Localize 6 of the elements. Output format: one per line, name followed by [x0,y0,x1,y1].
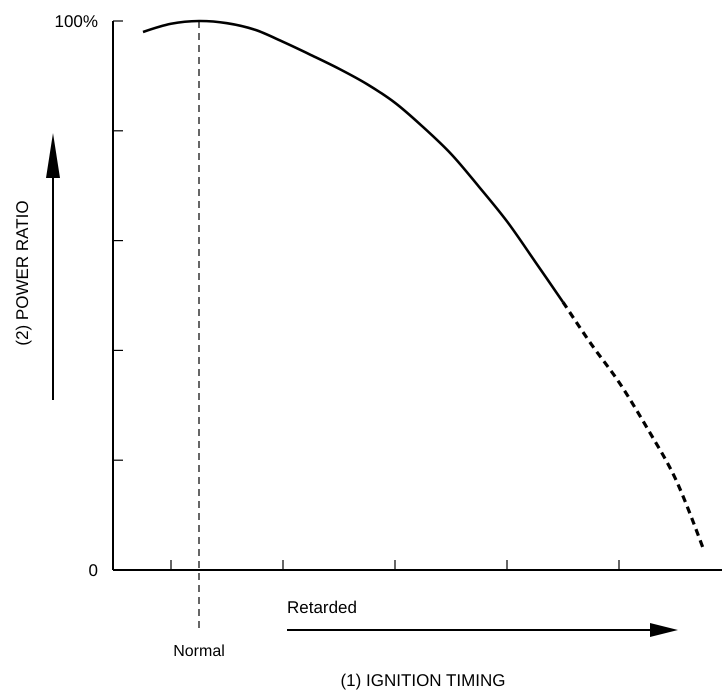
y-axis-title: (2) POWER RATIO [13,200,32,346]
text: (1) IGNITION TIMING [340,671,506,690]
y-tick-label: 0 [88,560,98,580]
text: Normal [173,643,225,660]
text: Retarded [287,598,357,617]
y-tick-label: 100% [54,12,98,31]
